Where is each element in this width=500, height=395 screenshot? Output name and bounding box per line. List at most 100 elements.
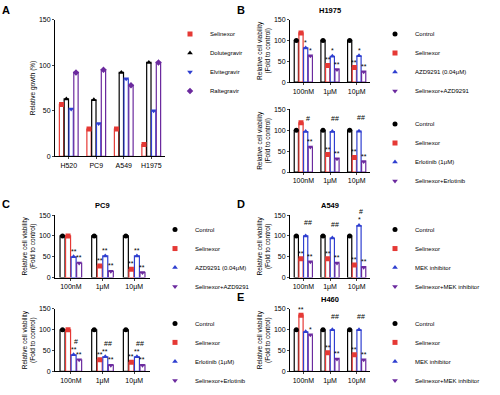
svg-text:Selinexor+MEK inhibitor: Selinexor+MEK inhibitor [415, 378, 479, 384]
svg-text:Relative cell viability(Fold t: Relative cell viability(Fold to control) [256, 217, 272, 276]
svg-text:H460: H460 [321, 295, 339, 304]
svg-text:H520: H520 [60, 162, 77, 169]
svg-text:#: # [359, 208, 363, 215]
svg-text:150: 150 [274, 305, 286, 312]
svg-text:1μM: 1μM [96, 283, 110, 291]
svg-text:Selinexor: Selinexor [210, 31, 235, 37]
svg-text:0: 0 [47, 274, 51, 281]
svg-text:Selinexor: Selinexor [415, 246, 440, 252]
svg-text:100: 100 [274, 232, 286, 239]
svg-text:1μM: 1μM [323, 377, 337, 385]
svg-text:Relative gowth (%): Relative gowth (%) [29, 61, 37, 116]
svg-text:0: 0 [47, 153, 51, 160]
svg-text:Control: Control [415, 321, 434, 327]
svg-text:**: ** [134, 247, 140, 254]
svg-text:C: C [2, 198, 10, 210]
svg-text:100: 100 [274, 37, 286, 44]
svg-text:100nM: 100nM [293, 177, 315, 184]
svg-text:100nM: 100nM [293, 88, 315, 95]
svg-text:D: D [237, 198, 245, 210]
svg-text:##: ## [331, 221, 339, 228]
svg-text:PC9: PC9 [95, 201, 110, 210]
svg-text:**: ** [108, 262, 114, 269]
svg-text:*: * [309, 326, 312, 333]
svg-text:150: 150 [39, 305, 51, 312]
svg-text:Control: Control [415, 121, 434, 127]
svg-text:Elvitegravir: Elvitegravir [210, 69, 240, 75]
svg-text:**: ** [334, 254, 340, 261]
svg-text:10μM: 10μM [348, 377, 366, 385]
svg-text:Erlotinib (1μM): Erlotinib (1μM) [415, 159, 454, 165]
svg-text:A: A [2, 4, 10, 16]
svg-text:AZD9291 (0.04μM): AZD9291 (0.04μM) [195, 265, 246, 271]
svg-text:100nM: 100nM [293, 283, 315, 290]
svg-text:1μM: 1μM [323, 177, 337, 185]
svg-text:AZD9291 (0.04μM): AZD9291 (0.04μM) [415, 69, 466, 75]
svg-text:10μM: 10μM [125, 283, 143, 291]
svg-text:##: ## [357, 313, 365, 320]
svg-text:**: ** [361, 63, 367, 70]
svg-text:**: ** [351, 148, 357, 155]
svg-text:1μM: 1μM [96, 377, 110, 385]
svg-text:1μM: 1μM [323, 88, 337, 96]
svg-text:**: ** [128, 353, 134, 360]
svg-text:Selinexor: Selinexor [195, 340, 220, 346]
svg-text:**: ** [325, 146, 331, 153]
svg-text:**: ** [351, 59, 357, 66]
svg-text:**: ** [298, 250, 304, 257]
svg-text:Selinexor: Selinexor [415, 340, 440, 346]
svg-text:1μM: 1μM [323, 283, 337, 291]
svg-text:**: ** [334, 61, 340, 68]
svg-text:**: ** [128, 260, 134, 267]
svg-text:100nM: 100nM [60, 377, 82, 384]
svg-text:Raltegravir: Raltegravir [210, 88, 239, 94]
svg-text:0: 0 [282, 368, 286, 375]
svg-text:Relative cell viability(Fold t: Relative cell viability(Fold to control) [256, 111, 272, 170]
svg-text:Relative cell viability(Fold t: Relative cell viability(Fold to control) [21, 310, 37, 369]
svg-text:*: * [358, 216, 361, 223]
svg-text:Control: Control [195, 321, 214, 327]
svg-text:Selinexor+AZD9291: Selinexor+AZD9291 [195, 284, 250, 290]
svg-text:##: ## [304, 219, 312, 226]
svg-text:Relative cell viability(Fold t: Relative cell viability(Fold to control) [21, 217, 37, 276]
svg-text:**: ** [351, 256, 357, 263]
svg-text:0: 0 [282, 79, 286, 86]
svg-text:Selinexor+Erlotinib: Selinexor+Erlotinib [195, 378, 246, 384]
svg-text:Selinexor: Selinexor [415, 140, 440, 146]
svg-text:PC9: PC9 [89, 162, 103, 169]
svg-text:Selinexor+AZD9291: Selinexor+AZD9291 [415, 88, 470, 94]
svg-text:**: ** [71, 248, 77, 255]
svg-text:50: 50 [278, 347, 286, 354]
svg-text:**: ** [76, 351, 82, 358]
svg-text:MEK inhibitor: MEK inhibitor [415, 265, 451, 271]
svg-text:Relative cell viability(Fold t: Relative cell viability(Fold to control) [256, 21, 272, 80]
svg-text:**: ** [325, 344, 331, 351]
svg-text:50: 50 [278, 253, 286, 260]
svg-text:**: ** [334, 150, 340, 157]
svg-text:**: ** [97, 351, 103, 358]
svg-text:10μM: 10μM [348, 88, 366, 96]
svg-text:A549: A549 [321, 201, 339, 210]
svg-text:100nM: 100nM [60, 283, 82, 290]
svg-text:100: 100 [274, 127, 286, 134]
svg-text:**: ** [325, 250, 331, 257]
svg-text:##: ## [357, 114, 365, 121]
svg-text:**: ** [97, 257, 103, 264]
svg-text:*: * [309, 47, 312, 54]
svg-text:*: * [304, 39, 307, 46]
svg-text:100: 100 [39, 232, 51, 239]
svg-text:##: ## [331, 115, 339, 122]
svg-text:150: 150 [274, 212, 286, 219]
svg-text:Selinexor: Selinexor [195, 246, 220, 252]
svg-text:Selinexor+Erlotinib: Selinexor+Erlotinib [415, 178, 466, 184]
svg-text:Control: Control [415, 31, 434, 37]
svg-text:**: ** [298, 306, 304, 313]
svg-text:**: ** [108, 356, 114, 363]
svg-text:100: 100 [39, 326, 51, 333]
svg-text:E: E [237, 291, 244, 303]
svg-text:Selinexor: Selinexor [415, 50, 440, 56]
svg-text:**: ** [334, 350, 340, 357]
svg-text:Control: Control [415, 227, 434, 233]
svg-text:10μM: 10μM [348, 283, 366, 291]
svg-text:#: # [306, 115, 310, 122]
